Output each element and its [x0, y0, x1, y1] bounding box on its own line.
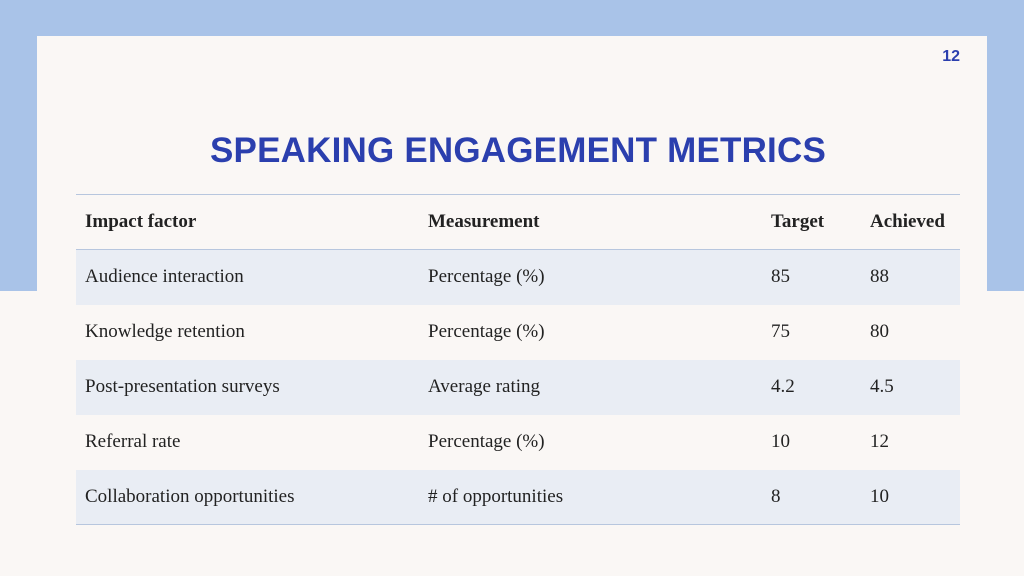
cell-measurement: Percentage (%) [428, 431, 545, 452]
header-achieved: Achieved [861, 194, 960, 250]
table-row: Referral rate Percentage (%) 10 12 [76, 415, 960, 470]
background-band-left [0, 0, 37, 291]
header-target: Target [762, 194, 861, 250]
slide-title: SPEAKING ENGAGEMENT METRICS [209, 131, 826, 170]
cell-achieved: 88 [861, 249, 960, 305]
table-header-row: Impact factor Measurement Target Achieve… [76, 194, 960, 250]
cell-achieved: 10 [861, 469, 960, 525]
page-number: 12 [942, 48, 960, 65]
cell-measurement: Percentage (%) [428, 321, 545, 342]
table-row: Audience interaction Percentage (%) 85 8… [76, 249, 960, 305]
cell-measurement: Average rating [419, 359, 762, 415]
cell-target: 85 [762, 249, 861, 305]
cell-target: 8 [762, 469, 861, 525]
table-row: Collaboration opportunities # of opportu… [76, 469, 960, 525]
cell-measurement: # of opportunities [419, 469, 762, 525]
cell-impact-factor: Post-presentation surveys [76, 359, 419, 415]
cell-target: 4.2 [762, 359, 861, 415]
cell-achieved: 12 [870, 431, 889, 452]
header-impact-factor: Impact factor [76, 194, 419, 250]
metrics-table: Impact factor Measurement Target Achieve… [76, 194, 960, 525]
cell-measurement: Percentage (%) [419, 249, 762, 305]
cell-impact-factor: Knowledge retention [85, 321, 245, 342]
background-band-top [0, 0, 1024, 36]
cell-target: 75 [771, 321, 790, 342]
cell-impact-factor: Collaboration opportunities [76, 469, 419, 525]
cell-impact-factor: Audience interaction [76, 249, 419, 305]
cell-achieved: 4.5 [861, 359, 960, 415]
cell-target: 10 [771, 431, 790, 452]
cell-impact-factor: Referral rate [85, 431, 181, 452]
cell-achieved: 80 [870, 321, 889, 342]
background-band-right [987, 0, 1024, 291]
table-row: Knowledge retention Percentage (%) 75 80 [76, 305, 960, 360]
header-measurement: Measurement [419, 194, 762, 250]
table-row: Post-presentation surveys Average rating… [76, 359, 960, 415]
